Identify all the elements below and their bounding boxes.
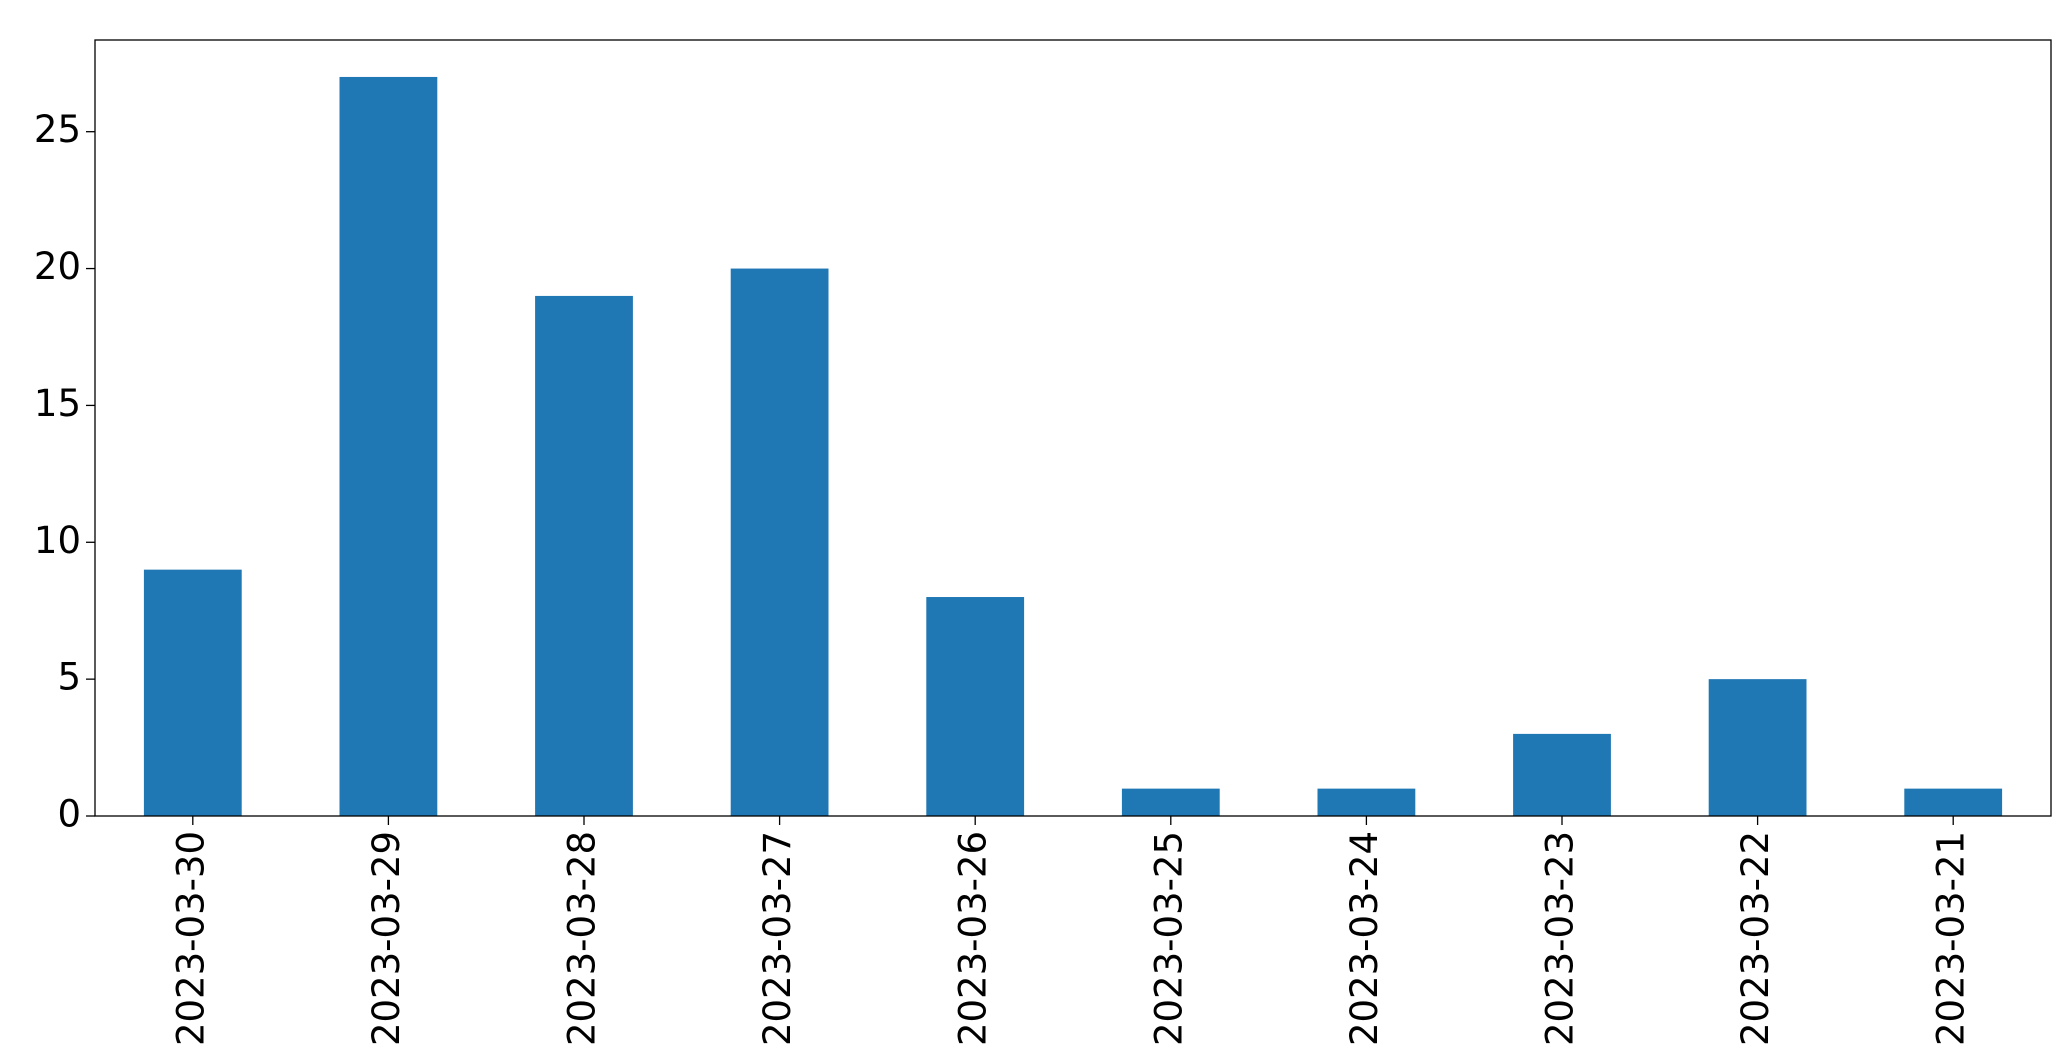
y-tick-label: 20 [34,245,81,288]
bar [1317,788,1416,816]
y-tick-label: 10 [34,519,81,562]
y-tick-label: 5 [57,656,81,699]
bar [535,295,633,816]
bar [1708,679,1807,816]
x-tick-label: 2023-03-23 [1539,831,1582,1046]
x-tick-label: 2023-03-28 [561,831,604,1046]
bar [143,569,242,816]
bar [1121,788,1220,816]
x-tick-label: 2023-03-22 [1734,831,1777,1046]
bar [1513,733,1611,816]
bar [1904,788,2003,816]
bar [730,268,829,816]
y-tick-label: 0 [57,793,81,836]
x-tick-label: 2023-03-26 [952,831,995,1046]
x-tick-label: 2023-03-27 [756,831,799,1046]
y-tick-label: 15 [34,382,81,425]
x-tick-label: 2023-03-25 [1147,831,1190,1046]
x-tick-label: 2023-03-24 [1343,831,1386,1046]
bar [926,597,1025,816]
plot-frame [94,39,2052,817]
y-tick-label: 25 [34,108,81,151]
x-tick-label: 2023-03-21 [1930,831,1973,1046]
bar [339,76,438,816]
x-tick-label: 2023-03-29 [365,831,408,1046]
x-tick-label: 2023-03-30 [169,831,212,1046]
